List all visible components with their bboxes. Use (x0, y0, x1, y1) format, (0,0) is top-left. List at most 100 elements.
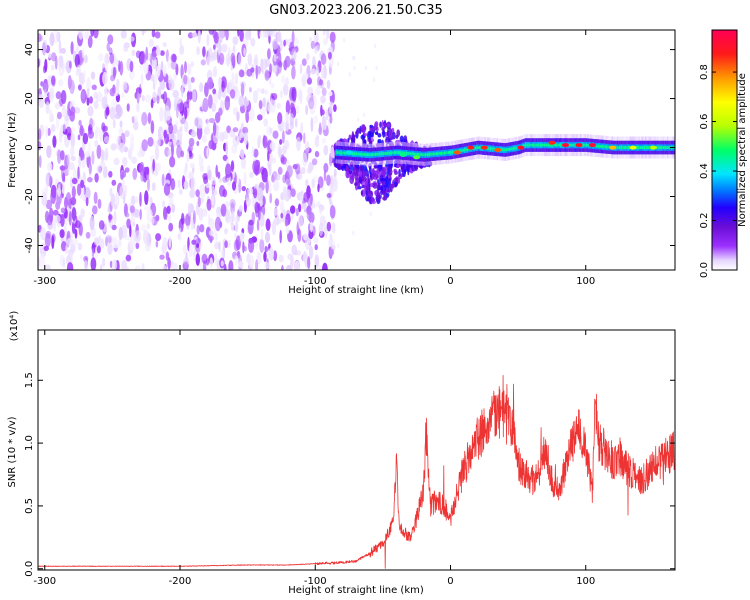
spectrogram-cell (358, 174, 362, 184)
spectrogram-cell (162, 200, 166, 208)
spectrogram-cell (625, 146, 627, 149)
spectrogram-cell (91, 247, 95, 258)
spectrogram-cell (212, 66, 218, 78)
spectrogram-cell (186, 151, 190, 163)
spectrogram-cell (381, 152, 384, 156)
spectrogram-cell (188, 137, 195, 147)
spectrogram-cell (96, 245, 101, 254)
spectrogram-cell (238, 205, 243, 212)
spectrogram-cell (168, 236, 172, 248)
spectrogram-cell (217, 42, 222, 56)
colorbar-tick-label: 0.8 (699, 64, 710, 80)
spectrogram-cell (646, 146, 649, 149)
spectrogram-cell (66, 154, 71, 167)
spectrogram-cell (45, 199, 53, 210)
spectrogram-cell (230, 65, 234, 71)
spectrogram-cell (395, 176, 399, 183)
spectrogram-cell (620, 146, 623, 149)
spectrogram-cell (135, 87, 142, 95)
spectrogram-cell (623, 146, 626, 149)
spectrogram-cell (382, 189, 386, 195)
snr-y-ticks: 0.0 0.5 1.0 1.5 (24, 372, 675, 577)
spectrogram-cell (573, 143, 576, 147)
spectrogram-cell (439, 152, 442, 155)
spectrogram-cell (665, 146, 668, 149)
spectrogram-cell (442, 151, 444, 155)
spectrogram-cell (162, 64, 167, 77)
spectrogram-cell (45, 264, 51, 270)
spectrogram-cell (326, 174, 331, 186)
spectrogram-cell (568, 143, 570, 147)
spectrogram-peak (575, 143, 583, 148)
spectrogram-cell (186, 225, 190, 230)
spectrogram-cell (303, 132, 306, 144)
spectrogram-cell (236, 135, 240, 145)
spectrogram-cell (108, 214, 113, 221)
spectrogram-peak (548, 140, 556, 145)
spectrogram-cell (155, 47, 161, 56)
spectrogram-cell (195, 189, 200, 198)
spectrogram-cell (505, 148, 508, 152)
spectrogram-cell (47, 127, 51, 137)
spectrogram-cell (389, 183, 395, 188)
spectrogram-cell (273, 53, 277, 63)
spectrogram-cell (321, 109, 325, 116)
spectrogram-cell (161, 173, 165, 187)
spectrogram-cell (70, 197, 77, 206)
spectrogram-cell (44, 58, 48, 73)
spectrogram-cell (129, 60, 134, 73)
spectrogram-cell (54, 102, 60, 110)
spectrogram-cell (57, 149, 62, 164)
spectrogram-cell (551, 143, 554, 147)
spectrogram-cell (161, 243, 167, 255)
spectrogram-cell (69, 149, 75, 157)
spectrogram-cell (271, 221, 277, 236)
spectrogram-cell (255, 64, 258, 80)
spectrogram-cell (104, 62, 109, 71)
spectrogram-cell (207, 169, 212, 181)
spectrogram-cell (111, 260, 115, 270)
colorbar: 0.0 0.2 0.4 0.6 0.8 Normalized spectral ampl… (699, 29, 748, 278)
spectrogram-cell (271, 30, 277, 38)
spectrogram-cell (280, 89, 283, 99)
spectrogram-cell (382, 152, 385, 156)
spectrogram-cell (491, 147, 493, 151)
spectrogram-cell (279, 229, 283, 244)
spectrogram-cell (451, 150, 454, 154)
spectrogram-cell (345, 151, 347, 155)
spectrogram-cell (362, 152, 365, 156)
spectrogram-cell (328, 106, 333, 114)
spectrogram-cell (255, 164, 261, 175)
spectrogram-cell (201, 253, 208, 264)
spectrogram-cell (323, 144, 329, 156)
spectrogram-cell (129, 205, 135, 214)
spectrogram-cell (227, 239, 231, 248)
spectrogram-cell (381, 119, 384, 129)
spectrogram-cell (239, 30, 244, 42)
spectrogram-cell (250, 37, 256, 47)
spectrogram-cell (209, 257, 213, 268)
spectrogram-cell (268, 76, 272, 86)
spectrogram-cell (90, 71, 96, 80)
spectrogram-x-tick-label: 0 (447, 276, 453, 287)
spectrogram-cell (197, 196, 201, 208)
spectrogram-cell (493, 147, 496, 151)
spectrogram-cell (214, 216, 222, 232)
spectrogram-cell (542, 143, 545, 147)
spectrogram-cell (326, 193, 332, 198)
spectrogram-cell (139, 208, 142, 220)
spectrogram-cell (81, 91, 86, 99)
spectrogram-cell (190, 131, 197, 138)
spectrogram-cell (296, 136, 301, 152)
spectrogram-cell (278, 146, 282, 159)
spectrogram-cell (323, 37, 328, 46)
spectrogram-cell (86, 97, 90, 106)
spectrogram-cell (215, 233, 219, 240)
spectrogram-cell (172, 124, 178, 134)
spectrogram-cell (208, 217, 215, 229)
spectrogram-cell (155, 233, 162, 242)
spectrogram-cell (67, 75, 72, 90)
spectrogram-cell (376, 190, 380, 198)
spectrogram-cell (259, 238, 265, 253)
spectrogram-cell (208, 94, 213, 109)
